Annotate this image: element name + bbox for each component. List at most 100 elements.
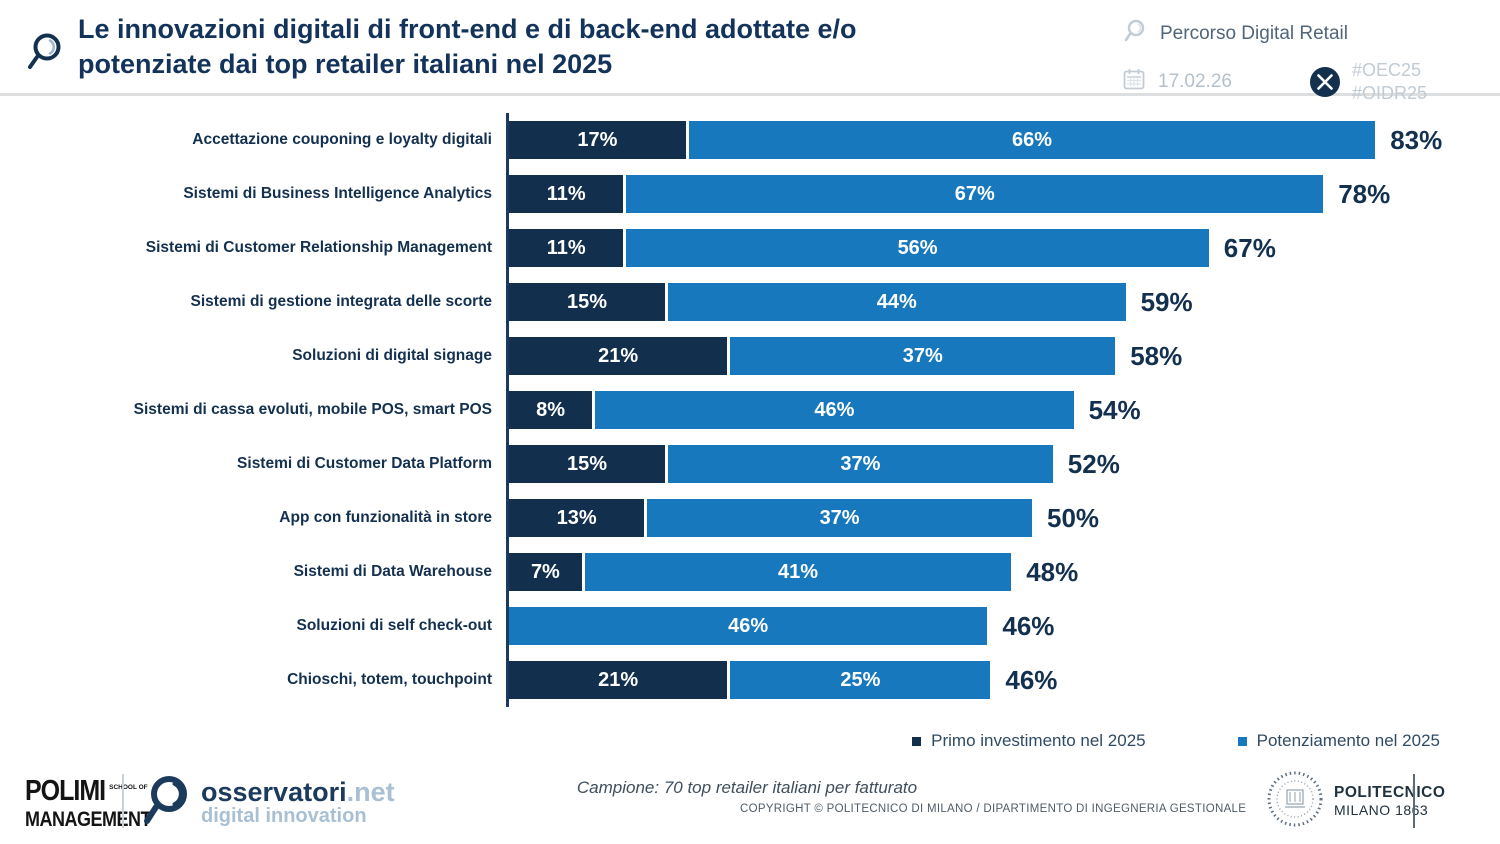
magnifier-icon	[1122, 18, 1148, 50]
bar-total-label: 67%	[1223, 232, 1276, 263]
copyright-text: COPYRIGHT © POLITECNICO DI MILANO / DIPA…	[740, 803, 1247, 815]
bar-total-label: 48%	[1026, 556, 1079, 587]
bar-track: 8% 46% 54%	[506, 383, 1500, 437]
bar-track: 7% 41% 48%	[506, 545, 1500, 599]
bar-segment-primo-investimento: 21%	[509, 337, 728, 375]
hashtag-1: #OEC25	[1352, 60, 1422, 80]
bar-track: 15% 44% 59%	[506, 275, 1500, 329]
bar-segment-primo-investimento: 17%	[509, 121, 686, 159]
stacked-bar-chart: Accettazione couponing e loyalty digital…	[0, 96, 1500, 751]
header-meta: Percorso Digital Retail	[1122, 18, 1472, 104]
bar-segment-potenziamento: 37%	[730, 337, 1116, 375]
bar-track: 21% 25% 46%	[506, 653, 1500, 707]
bar-total-label: 83%	[1390, 124, 1443, 155]
legend-item-potenziamento: Potenziamento nel 2025	[1237, 731, 1440, 751]
bar-track: 15% 37% 52%	[506, 437, 1500, 491]
bar-segment-potenziamento: 37%	[668, 445, 1053, 483]
page-title-line1: Le innovazioni digitali di front-end e d…	[78, 14, 857, 44]
bar-total-label: 54%	[1088, 394, 1141, 425]
bar-total-label: 50%	[1046, 502, 1100, 533]
osservatori-subtitle: digital innovation	[201, 805, 367, 828]
hashtag-2: #OIDR25	[1352, 82, 1428, 103]
bar-total-label: 78%	[1338, 178, 1391, 209]
polimi-management-text: MANAGEMENT	[25, 806, 152, 831]
page-title: Le innovazioni digitali di front-end e d…	[78, 12, 857, 82]
chart-row: Sistemi di gestione integrata delle scor…	[0, 275, 1500, 329]
polimi-management-logo: POLIMI SCHOOL OF MANAGEMENT	[25, 777, 152, 831]
legend-item-primo-investimento: Primo investimento nel 2025	[912, 731, 1146, 751]
chart-row: Sistemi di Customer Data Platform 15% 37% 5…	[0, 437, 1500, 491]
chart-rows: Accettazione couponing e loyalty digital…	[0, 113, 1500, 707]
meta-sub-row: 17.02.26 #OEC25 #OIDR25	[1122, 59, 1472, 104]
chart-row: Sistemi di Data Warehouse 7% 41% 48%	[0, 545, 1500, 599]
bar-track: 21% 37% 58%	[506, 329, 1500, 383]
category-label: Sistemi di Data Warehouse	[293, 563, 492, 580]
social-row: #OEC25 #OIDR25	[1310, 59, 1427, 104]
category-label: Soluzioni di self check-out	[296, 617, 493, 634]
osservatori-brand-text: osservatori	[201, 776, 347, 807]
header: Le innovazioni digitali di front-end e d…	[0, 0, 1500, 103]
legend-swatch-blue	[1237, 736, 1247, 746]
hashtags: #OEC25 #OIDR25	[1352, 59, 1427, 104]
bar-segment-potenziamento: 56%	[626, 229, 1209, 267]
bar-segment-primo-investimento: 7%	[509, 553, 582, 591]
politecnico-milano-1863: MILANO 1863	[1334, 802, 1429, 819]
bar-segment-potenziamento: 25%	[730, 661, 991, 699]
chart-row: Chioschi, totem, touchpoint 21% 25% 46%	[0, 653, 1500, 707]
bar-track: 11% 67% 78%	[506, 167, 1500, 221]
osservatori-tld-text: .net	[346, 776, 395, 807]
bar-segment-primo-investimento: 15%	[509, 283, 665, 321]
footer: POLIMI SCHOOL OF MANAGEMENT osservatori.…	[0, 766, 1500, 844]
bar-segment-potenziamento: 41%	[584, 553, 1012, 591]
bar-track: 17% 66% 83%	[506, 113, 1500, 167]
politecnico-name: POLITECNICO	[1334, 784, 1446, 802]
bar-total-label: 46%	[1002, 610, 1055, 641]
bar-track: 11% 56% 67%	[506, 221, 1500, 275]
bar-segment-primo-investimento: 11%	[509, 229, 624, 267]
chart-row: Soluzioni di digital signage 21% 37% 58%	[0, 329, 1500, 383]
legend-label: Potenziamento nel 2025	[1256, 731, 1440, 750]
bar-total-label: 58%	[1130, 340, 1183, 371]
bar-total-label: 46%	[1005, 664, 1058, 695]
footer-divider	[122, 774, 124, 828]
category-label: Sistemi di gestione integrata delle scor…	[190, 293, 492, 310]
bar-segment-primo-investimento: 21%	[509, 661, 728, 699]
footer-end-divider	[1413, 774, 1415, 828]
category-label: Soluzioni di digital signage	[292, 347, 492, 364]
category-label: Accettazione couponing e loyalty digital…	[192, 131, 492, 148]
chart-row: Accettazione couponing e loyalty digital…	[0, 113, 1500, 167]
category-label: Sistemi di Customer Data Platform	[237, 455, 492, 472]
bar-segment-potenziamento: 44%	[668, 283, 1126, 321]
category-label: Sistemi di cassa evoluti, mobile POS, sm…	[133, 401, 492, 418]
bar-segment-primo-investimento: 11%	[509, 175, 624, 213]
bar-segment-potenziamento: 46%	[509, 607, 988, 645]
bar-segment-primo-investimento: 13%	[509, 499, 645, 537]
politecnico-seal-icon	[1266, 770, 1324, 833]
bar-total-label: 59%	[1140, 286, 1193, 317]
bar-segment-potenziamento: 66%	[688, 121, 1376, 159]
osservatori-logo: osservatori.net digital innovation	[141, 772, 395, 833]
bar-track: 13% 37% 50%	[506, 491, 1500, 545]
category-label: App con funzionalità in store	[279, 509, 492, 526]
category-label: Sistemi di Business Intelligence Analyti…	[183, 185, 492, 202]
chart-row: Sistemi di Business Intelligence Analyti…	[0, 167, 1500, 221]
chart-legend: Primo investimento nel 2025 Potenziament…	[0, 731, 1500, 751]
bar-segment-primo-investimento: 8%	[509, 391, 593, 429]
program-row: Percorso Digital Retail	[1122, 18, 1472, 50]
chart-row: App con funzionalità in store 13% 37% 50%	[0, 491, 1500, 545]
bar-track: 46% 46%	[506, 599, 1500, 653]
politecnico-milano-logo: POLITECNICO MILANO 1863	[1266, 770, 1445, 833]
page-title-line2: potenziate dai top retailer italiani nel…	[78, 49, 613, 80]
bar-segment-potenziamento: 67%	[626, 175, 1324, 213]
chart-row: Sistemi di cassa evoluti, mobile POS, sm…	[0, 383, 1500, 437]
program-label: Percorso Digital Retail	[1160, 23, 1348, 44]
magnifier-logo-icon	[22, 30, 68, 81]
x-social-icon	[1310, 66, 1340, 97]
date-label: 17.02.26	[1158, 70, 1232, 92]
bar-segment-potenziamento: 37%	[647, 499, 1032, 537]
calendar-icon	[1122, 67, 1146, 97]
chart-row: Soluzioni di self check-out 46% 46%	[0, 599, 1500, 653]
polimi-school-of-text: SCHOOL OF	[109, 784, 148, 791]
bar-total-label: 52%	[1067, 448, 1120, 479]
